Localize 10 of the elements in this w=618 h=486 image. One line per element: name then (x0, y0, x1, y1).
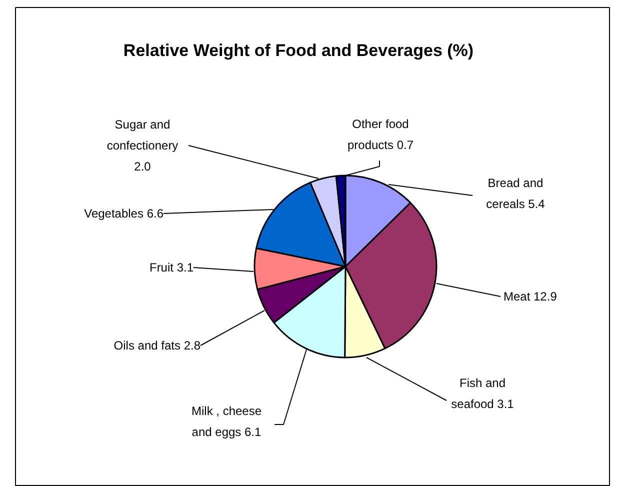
slice-label: Milk , cheese and eggs 6.1 (191, 404, 262, 439)
slice-label: Other food products 0.7 (347, 117, 414, 152)
chart-title: Relative Weight of Food and Beverages (%) (123, 41, 474, 60)
slice-label: Meat 12.9 (504, 290, 558, 304)
slice-label: Fruit 3.1 (149, 260, 194, 274)
slice-label: Fish and seafood 3.1 (451, 376, 514, 411)
slice-label: Sugar and confectionery 2.0 (106, 118, 178, 174)
slice-label: Bread and cereals 5.4 (486, 176, 546, 211)
slice-label: Vegetables 6.6 (84, 206, 164, 220)
slice-label: Oils and fats 2.8 (114, 338, 201, 352)
